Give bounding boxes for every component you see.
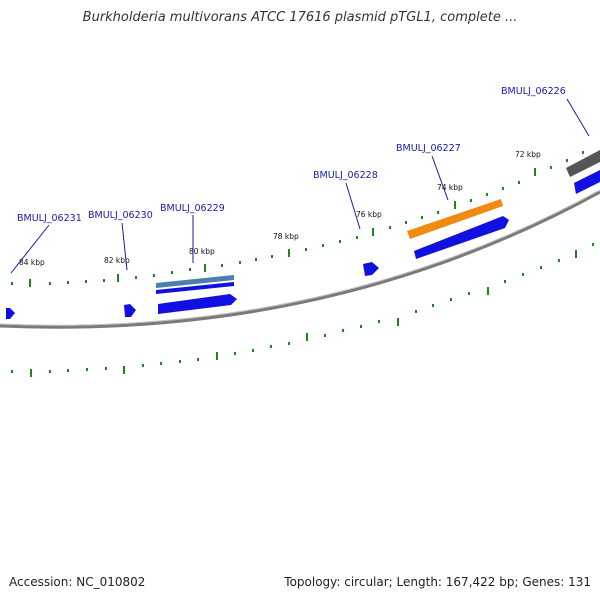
gene-label-06228[interactable]: BMULJ_06228: [313, 170, 378, 181]
gene-feature-06229-steel[interactable]: [156, 275, 234, 288]
leader-line: [121, 222, 128, 271]
gene-label-06226[interactable]: BMULJ_06226: [501, 86, 566, 97]
gene-label-06229[interactable]: BMULJ_06229: [160, 203, 225, 214]
gene-feature-06226-fwd[interactable]: [574, 170, 600, 194]
tick-label: 76 kbp: [356, 210, 382, 219]
leader-line: [566, 98, 590, 137]
tick-label: 72 kbp: [515, 150, 541, 159]
accession-label: Accession: NC_010802: [9, 575, 146, 589]
gc-track-lower: [11, 243, 594, 377]
gene-track[interactable]: [6, 150, 600, 319]
gene-label-06231[interactable]: BMULJ_06231: [17, 213, 82, 224]
leader-line: [345, 182, 361, 230]
tick-label: 80 kbp: [189, 247, 215, 256]
gene-label-06227[interactable]: BMULJ_06227: [396, 143, 461, 154]
gene-feature-06229-rev[interactable]: [156, 282, 234, 294]
gene-feature-06228[interactable]: [363, 262, 379, 276]
genome-summary: Topology: circular; Length: 167,422 bp; …: [284, 575, 591, 589]
position-ticks: 84 kbp 82 kbp 80 kbp 78 kbp 76 kbp 74 kb…: [19, 150, 541, 267]
plasmid-backbone-highlight: [0, 189, 600, 326]
gene-feature-06226-dark[interactable]: [566, 150, 600, 177]
page-title: Burkholderia multivorans ATCC 17616 plas…: [82, 10, 518, 25]
leader-line: [431, 155, 449, 201]
gene-feature-06230[interactable]: [124, 304, 136, 317]
gene-feature-06227-fwd[interactable]: [414, 216, 509, 259]
gene-feature-06227-orange[interactable]: [407, 199, 503, 239]
tick-label: 78 kbp: [273, 232, 299, 241]
gc-track-upper: [11, 151, 584, 287]
gene-feature-06229-fwd[interactable]: [158, 294, 237, 314]
tick-label: 82 kbp: [104, 256, 130, 265]
gene-labels[interactable]: [10, 98, 590, 274]
tick-label: 84 kbp: [19, 258, 45, 267]
leader-line: [10, 224, 50, 274]
plasmid-backbone: [0, 190, 600, 329]
gene-label-texts[interactable]: BMULJ_06231 BMULJ_06230 BMULJ_06229 BMUL…: [17, 86, 566, 224]
tick-label: 74 kbp: [437, 183, 463, 192]
gene-label-06230[interactable]: BMULJ_06230: [88, 210, 153, 221]
gene-feature-06231[interactable]: [6, 308, 15, 319]
